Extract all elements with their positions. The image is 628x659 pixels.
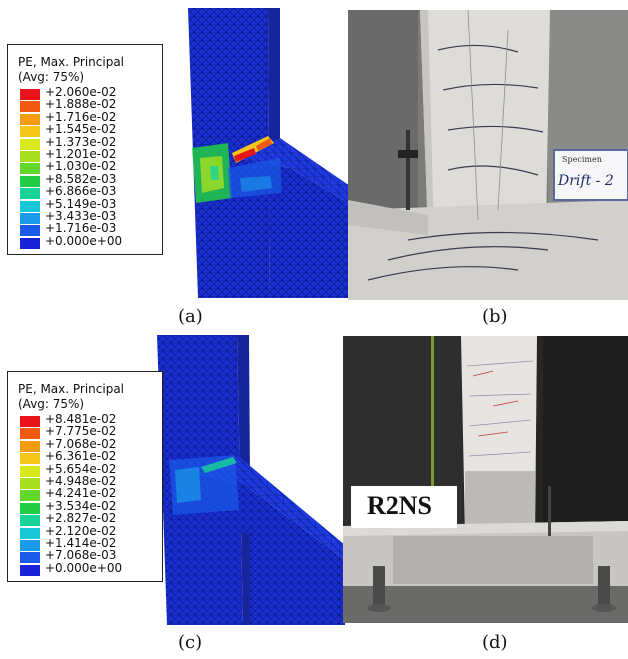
legend-value: +1.716e-03 <box>45 221 117 236</box>
legend-swatch <box>20 465 40 477</box>
specimen-photo-b: Specimen Drift - 2 <box>348 10 628 300</box>
legend-swatch <box>20 527 40 539</box>
legend-value: +1.030e-02 <box>45 159 117 174</box>
legend-swatch <box>20 188 40 200</box>
sign-text-b2: Drift - 2 <box>558 173 614 189</box>
legend-value: +1.716e-02 <box>45 109 117 124</box>
sign-text-b: Specimen <box>562 155 602 164</box>
legend-swatch <box>20 101 40 113</box>
legend-a: PE, Max. Principal (Avg: 75%) +2.060e-02… <box>7 44 163 255</box>
legend-value: +1.373e-02 <box>45 134 117 149</box>
legend-value: +6.361e-02 <box>45 449 117 464</box>
fea-model-a <box>170 8 350 298</box>
legend-value: +6.866e-03 <box>45 184 117 199</box>
legend-swatch <box>20 126 40 138</box>
fea-mesh-a <box>188 8 350 298</box>
legend-subtitle: (Avg: 75%) <box>18 397 85 411</box>
legend-value: +5.654e-02 <box>45 461 117 476</box>
caption-a: (a) <box>178 306 203 327</box>
legend-swatch <box>20 564 40 576</box>
photo-d-scene <box>343 336 628 623</box>
legend-swatch <box>20 490 40 502</box>
legend-subtitle: (Avg: 75%) <box>18 70 85 84</box>
fea-model-c <box>155 335 345 625</box>
legend-value: +4.948e-02 <box>45 474 117 488</box>
legend-value: +1.888e-02 <box>45 97 117 112</box>
legend-value: +8.582e-03 <box>45 171 117 186</box>
legend-value: +2.120e-02 <box>45 523 117 538</box>
legend-swatch <box>20 163 40 175</box>
legend-value: +7.775e-02 <box>45 424 117 439</box>
legend-value: +4.241e-02 <box>45 486 117 501</box>
legend-swatch <box>20 113 40 125</box>
photo-b-scene <box>348 10 628 300</box>
specimen-photo-d: R2NS <box>343 336 628 623</box>
legend-value: +3.433e-03 <box>45 209 117 223</box>
legend-value: +7.068e-03 <box>45 548 117 563</box>
legend-swatch <box>20 200 40 212</box>
legend-swatch <box>20 151 40 162</box>
legend-swatch <box>20 175 40 187</box>
legend-swatch <box>20 453 40 465</box>
legend-value: +0.000e+00 <box>45 560 123 575</box>
caption-d: (d) <box>482 632 508 653</box>
legend-value: +2.827e-02 <box>45 511 117 526</box>
legend-swatch <box>20 502 40 514</box>
legend-swatch <box>20 428 40 440</box>
legend-swatch <box>20 478 40 489</box>
legend-value: +5.149e-03 <box>45 196 117 211</box>
legend-swatch <box>20 138 40 150</box>
legend-swatch <box>20 89 40 100</box>
legend-value: +2.060e-02 <box>45 85 117 99</box>
legend-value: +3.534e-02 <box>45 498 117 513</box>
caption-c: (c) <box>178 632 203 653</box>
legend-value: +8.481e-02 <box>45 412 117 426</box>
legend-value: +0.000e+00 <box>45 233 123 248</box>
legend-swatch <box>20 552 40 564</box>
legend-title: PE, Max. Principal <box>18 382 125 396</box>
legend-swatch <box>20 540 40 551</box>
legend-value: +1.201e-02 <box>45 147 117 161</box>
legend-swatch <box>20 213 40 224</box>
legend-swatch <box>20 237 40 249</box>
legend-c: PE, Max. Principal (Avg: 75%) +8.481e-02… <box>7 371 163 582</box>
legend-title: PE, Max. Principal <box>18 55 125 69</box>
legend-value: +1.414e-02 <box>45 536 117 550</box>
legend-swatch <box>20 225 40 237</box>
legend-swatch <box>20 515 40 527</box>
sign-text-d: R2NS <box>367 491 433 520</box>
legend-value: +7.068e-02 <box>45 436 117 451</box>
caption-b: (b) <box>482 306 508 327</box>
fea-mesh-c <box>157 335 345 625</box>
legend-value: +1.545e-02 <box>45 122 117 137</box>
legend-swatch <box>20 416 40 427</box>
legend-swatch <box>20 440 40 452</box>
